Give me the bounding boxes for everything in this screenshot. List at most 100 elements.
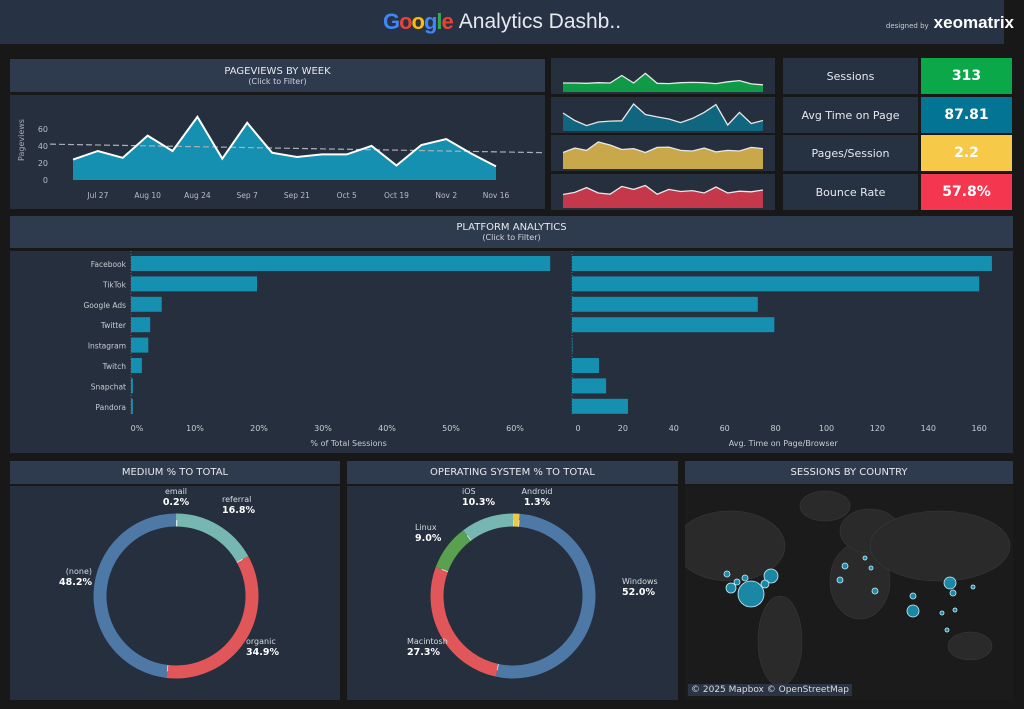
data-point[interactable] bbox=[96, 149, 100, 153]
donut-slice[interactable] bbox=[435, 530, 472, 572]
bar[interactable] bbox=[572, 256, 992, 271]
data-point[interactable] bbox=[469, 152, 473, 156]
country-session-marker[interactable] bbox=[944, 627, 950, 633]
slice-label: referral bbox=[222, 495, 251, 504]
designed-by-label: designed by bbox=[885, 22, 929, 30]
x-tick-label: Oct 5 bbox=[337, 191, 357, 200]
category-label: Twitter bbox=[100, 321, 127, 330]
donut-slice[interactable] bbox=[176, 513, 249, 563]
data-point[interactable] bbox=[494, 164, 498, 168]
donut-slice[interactable] bbox=[463, 513, 514, 541]
category-label: Facebook bbox=[91, 260, 127, 269]
map-attribution[interactable]: © 2025 Mapbox © OpenStreetMap bbox=[688, 684, 852, 696]
country-session-marker[interactable] bbox=[725, 582, 737, 594]
country-session-marker[interactable] bbox=[970, 584, 976, 590]
data-point[interactable] bbox=[320, 152, 324, 156]
bar[interactable] bbox=[131, 358, 142, 373]
slice-label: iOS bbox=[462, 487, 476, 496]
sparkline-area bbox=[563, 185, 763, 208]
platform-chart[interactable]: Facebook TikTok Google Ads Twitter Instagram… bbox=[10, 251, 1013, 453]
slice-label: (none) bbox=[66, 567, 92, 576]
country-session-marker[interactable] bbox=[723, 570, 731, 578]
country-session-marker[interactable] bbox=[949, 589, 957, 597]
country-session-marker[interactable] bbox=[763, 568, 779, 584]
country-session-marker[interactable] bbox=[841, 562, 849, 570]
bar[interactable] bbox=[572, 378, 607, 394]
country-session-marker[interactable] bbox=[871, 587, 879, 595]
bar[interactable] bbox=[131, 296, 162, 312]
bar[interactable] bbox=[572, 358, 599, 373]
kpi-value: 87.81 bbox=[921, 97, 1012, 133]
data-point[interactable] bbox=[71, 158, 75, 162]
slice-value: 34.9% bbox=[246, 647, 279, 658]
bar[interactable] bbox=[572, 337, 573, 353]
x-tick-label: 50% bbox=[442, 424, 460, 433]
data-point[interactable] bbox=[146, 134, 150, 138]
country-session-marker[interactable] bbox=[943, 576, 957, 590]
data-point[interactable] bbox=[195, 115, 199, 119]
country-session-marker[interactable] bbox=[760, 579, 770, 589]
bar[interactable] bbox=[131, 256, 551, 271]
data-point[interactable] bbox=[245, 121, 249, 125]
category-label: TikTok bbox=[102, 280, 127, 289]
data-point[interactable] bbox=[295, 155, 299, 159]
data-point[interactable] bbox=[394, 163, 398, 167]
category-label: Instagram bbox=[88, 342, 126, 351]
sparkline-line bbox=[563, 72, 764, 86]
bar[interactable] bbox=[572, 398, 628, 414]
country-session-marker[interactable] bbox=[952, 607, 958, 613]
donut-slice[interactable] bbox=[93, 513, 177, 678]
x-tick-label: 20 bbox=[618, 424, 628, 433]
kpi-label: Sessions bbox=[783, 58, 918, 94]
slice-value: 10.3% bbox=[462, 497, 495, 508]
donut-slice[interactable] bbox=[430, 567, 499, 677]
pageviews-chart[interactable]: Pageviews 0 20 40 60 Jul 27 Aug 10 Aug 24 Sep 7 S… bbox=[10, 95, 545, 209]
data-point[interactable] bbox=[419, 143, 423, 147]
country-session-marker[interactable] bbox=[836, 576, 844, 584]
bar[interactable] bbox=[131, 378, 133, 394]
sparkline-line bbox=[562, 103, 764, 127]
country-session-marker[interactable] bbox=[868, 565, 874, 571]
sparkline-area bbox=[563, 73, 763, 92]
land-mass bbox=[685, 510, 786, 582]
country-session-marker[interactable] bbox=[741, 574, 749, 582]
bar[interactable] bbox=[572, 317, 775, 333]
donut-slice[interactable] bbox=[495, 513, 596, 679]
bar[interactable] bbox=[131, 337, 149, 353]
country-session-marker[interactable] bbox=[733, 578, 741, 586]
slice-label: Windows bbox=[622, 577, 658, 586]
y-tick-label: 40 bbox=[38, 142, 48, 151]
country-session-marker[interactable] bbox=[906, 604, 920, 618]
bar[interactable] bbox=[131, 317, 151, 333]
country-title: SESSIONS BY COUNTRY bbox=[790, 467, 908, 478]
category-label: Twitch bbox=[102, 362, 127, 371]
data-point[interactable] bbox=[220, 157, 224, 161]
medium-header: MEDIUM % TO TOTAL bbox=[10, 461, 340, 484]
sparkline-area bbox=[563, 104, 763, 131]
data-point[interactable] bbox=[270, 151, 274, 155]
country-session-marker[interactable] bbox=[862, 555, 868, 561]
sparkline-line bbox=[562, 141, 764, 154]
sessions-map[interactable]: © 2025 Mapbox © OpenStreetMap bbox=[685, 486, 1013, 700]
data-point[interactable] bbox=[370, 144, 374, 148]
slice-value: 0.2% bbox=[163, 497, 190, 508]
dashboard-title: Analytics Dashb.. bbox=[458, 10, 622, 33]
bar[interactable] bbox=[131, 276, 258, 292]
bar[interactable] bbox=[572, 276, 980, 292]
bar[interactable] bbox=[572, 296, 758, 312]
y-tick-label: 0 bbox=[43, 176, 48, 185]
data-point[interactable] bbox=[345, 152, 349, 156]
data-point[interactable] bbox=[444, 137, 448, 141]
country-session-marker[interactable] bbox=[737, 580, 765, 608]
country-session-marker[interactable] bbox=[909, 592, 917, 600]
category-label: Google Ads bbox=[84, 301, 127, 310]
country-session-marker[interactable] bbox=[939, 610, 945, 616]
donut-slice[interactable] bbox=[166, 556, 259, 679]
x-tick-label: 80 bbox=[771, 424, 781, 433]
data-point[interactable] bbox=[171, 149, 175, 153]
data-point[interactable] bbox=[121, 156, 125, 160]
x-tick-label: Sep 7 bbox=[237, 191, 259, 200]
bar[interactable] bbox=[131, 398, 133, 414]
